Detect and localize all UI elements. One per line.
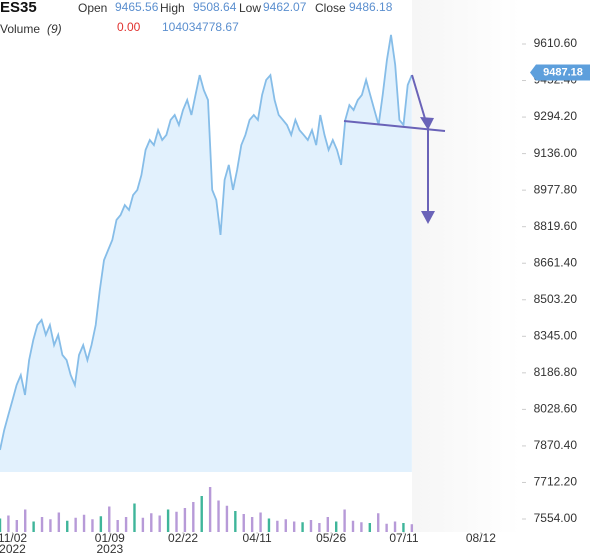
volume-bar (99, 516, 103, 532)
volume-bar (200, 496, 203, 532)
plot-area (0, 34, 414, 532)
volume-bar (385, 523, 388, 532)
volume-bar (108, 506, 111, 532)
volume-bar (368, 523, 372, 532)
field-label: High (160, 1, 185, 15)
volume-bar (175, 511, 178, 532)
y-tick-label: 8661.40 (534, 255, 578, 269)
y-tick-label: 9610.60 (534, 36, 578, 50)
y-tick-label: 7554.00 (534, 511, 578, 525)
field-value: 9508.64 (193, 0, 237, 14)
volume-bar (208, 487, 212, 532)
area-fill (0, 34, 412, 473)
x-tick-label: 05/26 (316, 531, 346, 545)
volume-bar (225, 505, 229, 532)
volume-bar (318, 523, 321, 532)
volume-bar (124, 517, 128, 532)
arrow (411, 74, 427, 123)
y-tick-label: 7870.40 (534, 438, 578, 452)
volume-bar (217, 500, 220, 532)
volume-bar (158, 515, 161, 532)
field-value: 9486.18 (349, 0, 393, 14)
volume-bar (351, 520, 355, 532)
volume-bar (7, 515, 10, 532)
volume-bar (183, 508, 187, 532)
volume-bar (301, 522, 304, 532)
volume-bar (284, 519, 287, 532)
volume-bar (32, 521, 35, 532)
volume-bar (150, 513, 153, 532)
volume-bar (24, 509, 27, 532)
volume-bar (49, 519, 52, 532)
volume-bar (250, 517, 254, 532)
field-value: 9462.07 (263, 0, 307, 14)
volume-bar (234, 511, 237, 532)
volume-bar (116, 520, 119, 532)
volume-bar (242, 514, 245, 532)
field-value: 9465.56 (115, 0, 159, 14)
volume-bar (15, 520, 19, 532)
x-tick-label: 01/09 (95, 531, 125, 545)
volume-bar (133, 503, 136, 532)
volume-bar (82, 514, 86, 532)
y-tick-label: 8186.80 (534, 365, 578, 379)
volume-bar (276, 520, 279, 532)
x-tick-label: 11/02 (0, 531, 27, 545)
volume-bar (292, 521, 296, 532)
arrow-head (421, 211, 435, 224)
volume-bar (326, 517, 329, 532)
volume-bar (267, 518, 271, 532)
volume-bar (0, 518, 2, 532)
price-line (0, 34, 413, 451)
volume-bar (360, 522, 363, 532)
x-tick-label: 07/11 (389, 531, 418, 545)
volume-bar (166, 509, 170, 532)
volume-bar (192, 502, 195, 532)
volume-bar (91, 519, 94, 532)
year-label: 2022 (0, 542, 26, 556)
y-tick-label: 8819.60 (534, 219, 578, 233)
volume-label: Volume (0, 22, 40, 36)
volume-bar (57, 512, 61, 532)
price-tag-label: 9487.18 (543, 66, 583, 78)
y-tick-label: 7712.20 (534, 475, 578, 489)
future-zone (412, 0, 520, 532)
volume-bar (402, 523, 405, 532)
volume-bar (259, 512, 262, 532)
volume-bar (393, 521, 397, 532)
volume-bar (334, 521, 338, 532)
volume-bar (309, 520, 313, 532)
symbol: ES35 (0, 0, 37, 16)
volume-bar (66, 520, 69, 532)
y-tick-label: 8345.00 (534, 328, 578, 342)
arrow-head (420, 117, 434, 130)
volume-bar (343, 509, 346, 532)
y-tick-label: 8977.80 (534, 182, 578, 196)
volume-bar (410, 524, 414, 532)
volume-readout: 104034778.67 (162, 20, 239, 34)
price-tag (530, 64, 590, 81)
volume-readout: 0.00 (117, 20, 141, 34)
year-label: 2023 (96, 542, 123, 556)
field-label: Open (78, 1, 107, 15)
field-label: Low (239, 1, 261, 15)
y-tick-label: 9294.20 (534, 109, 578, 123)
y-tick-label: 8503.20 (534, 292, 578, 306)
x-tick-label: 02/22 (168, 531, 198, 545)
volume-bar (40, 517, 44, 532)
field-label: Close (315, 1, 346, 15)
y-tick-label: 9136.00 (534, 146, 578, 160)
x-tick-label: 08/12 (466, 531, 496, 545)
volume-period: (9) (47, 22, 62, 36)
volume-bar (141, 517, 145, 532)
volume-bar (74, 517, 77, 532)
header: ES35 Open 9465.56 High 9508.64 Low 9462.… (0, 0, 393, 36)
x-tick-label: 04/11 (243, 531, 272, 545)
y-tick-label: 8028.60 (534, 402, 578, 416)
volume-bar (377, 513, 380, 532)
drawings (343, 74, 446, 224)
